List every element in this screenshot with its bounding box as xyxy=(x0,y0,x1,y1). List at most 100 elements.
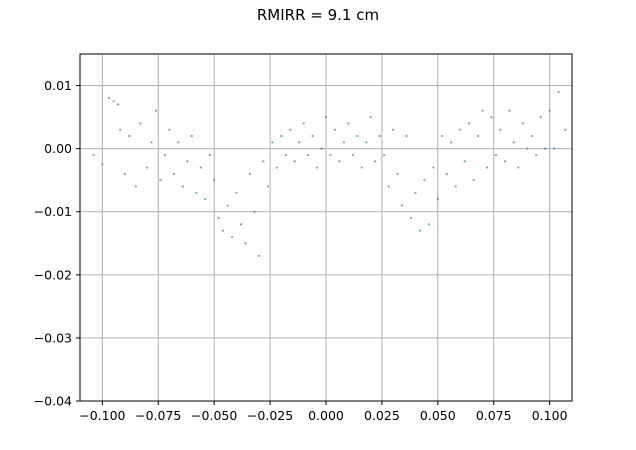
data-point xyxy=(530,134,533,138)
data-point xyxy=(351,153,354,157)
data-point xyxy=(450,141,453,144)
data-point xyxy=(168,128,171,131)
data-point xyxy=(490,115,493,119)
data-point xyxy=(139,122,142,125)
y-tick-label: 0.00 xyxy=(44,141,72,156)
data-point xyxy=(302,122,305,125)
data-point xyxy=(307,153,310,157)
data-point xyxy=(190,134,193,138)
data-point xyxy=(230,235,234,239)
data-point xyxy=(244,242,247,245)
data-point xyxy=(324,115,328,119)
data-point xyxy=(503,160,507,163)
data-point xyxy=(280,134,283,138)
x-tick-label: −0.075 xyxy=(135,408,181,423)
data-point xyxy=(271,141,274,144)
data-point xyxy=(235,191,238,194)
data-point xyxy=(347,122,350,125)
data-point xyxy=(338,160,341,163)
data-point xyxy=(284,153,287,157)
data-point xyxy=(544,147,547,150)
data-point xyxy=(134,185,138,188)
data-point xyxy=(112,100,115,103)
data-point xyxy=(177,141,180,144)
data-point xyxy=(400,204,404,207)
data-point xyxy=(342,141,345,144)
data-point xyxy=(195,191,198,194)
data-point xyxy=(481,109,484,112)
data-point xyxy=(208,153,211,157)
data-point xyxy=(101,163,104,166)
x-tick-label: 0.100 xyxy=(532,408,568,423)
data-point xyxy=(315,166,319,169)
data-point xyxy=(414,191,417,194)
data-point xyxy=(521,122,524,125)
data-point xyxy=(204,198,207,201)
data-point xyxy=(92,153,95,157)
data-point xyxy=(557,90,560,93)
data-point xyxy=(553,147,556,150)
data-point xyxy=(119,128,122,131)
data-point xyxy=(266,185,269,188)
data-point xyxy=(226,204,229,207)
data-point xyxy=(248,172,252,175)
data-point xyxy=(150,141,153,144)
data-point xyxy=(107,97,111,100)
y-tick-label: −0.02 xyxy=(34,267,72,282)
data-point xyxy=(239,223,243,226)
data-point xyxy=(454,185,457,188)
data-point xyxy=(499,128,502,131)
data-point xyxy=(213,179,216,182)
data-point xyxy=(222,229,225,232)
data-point xyxy=(405,134,408,138)
data-point xyxy=(427,223,430,226)
data-point xyxy=(333,128,337,131)
data-point xyxy=(289,128,292,131)
data-point xyxy=(441,134,444,138)
data-point xyxy=(463,160,466,163)
data-point xyxy=(409,216,413,220)
data-point xyxy=(445,172,448,175)
x-tick-label: 0.050 xyxy=(420,408,456,423)
data-point xyxy=(391,128,395,131)
data-point xyxy=(476,134,480,138)
data-point xyxy=(383,153,386,157)
data-point xyxy=(253,210,256,213)
data-point xyxy=(564,128,567,131)
data-point xyxy=(360,166,363,169)
data-point xyxy=(320,147,323,150)
x-tick-label: −0.050 xyxy=(191,408,237,423)
x-tick-label: 0.000 xyxy=(308,408,344,423)
data-point xyxy=(459,128,462,131)
x-tick-label: −0.100 xyxy=(79,408,125,423)
data-point xyxy=(159,179,162,182)
data-point xyxy=(418,229,422,232)
data-point xyxy=(374,160,377,163)
data-point xyxy=(526,147,529,150)
y-tick-label: −0.04 xyxy=(34,394,72,409)
data-point xyxy=(116,103,120,106)
data-point xyxy=(293,160,296,163)
data-point xyxy=(356,134,359,138)
data-point xyxy=(535,153,538,157)
x-tick-label: 0.025 xyxy=(364,408,400,423)
data-point xyxy=(186,160,189,163)
data-point xyxy=(517,166,520,169)
data-point xyxy=(423,179,426,182)
y-tick-label: −0.03 xyxy=(34,330,72,345)
data-point xyxy=(128,134,131,138)
data-point xyxy=(123,172,126,175)
data-point xyxy=(275,166,278,169)
data-point xyxy=(548,109,551,112)
data-point xyxy=(329,153,332,157)
data-point xyxy=(378,134,381,138)
data-point xyxy=(262,160,265,163)
chart-title: RMIRR = 9.1 cm xyxy=(256,6,380,24)
data-point xyxy=(494,153,498,157)
data-point xyxy=(539,115,542,119)
data-point xyxy=(396,172,399,175)
data-point xyxy=(472,179,475,182)
data-point xyxy=(369,115,372,119)
data-point xyxy=(163,153,167,157)
y-tick-label: −0.01 xyxy=(34,204,72,219)
